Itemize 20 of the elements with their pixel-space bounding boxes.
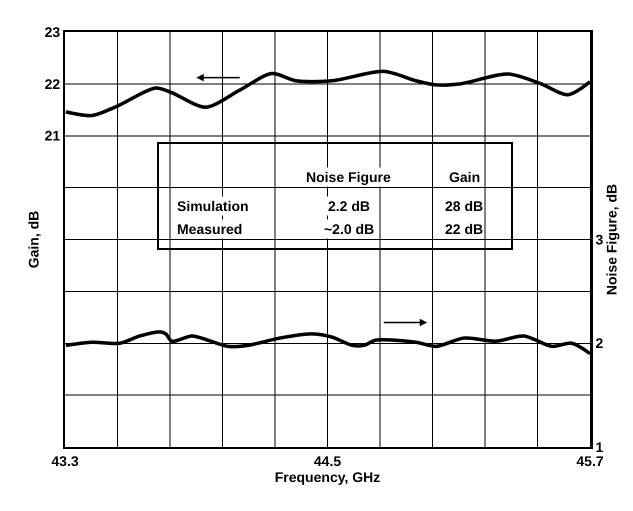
x-tick-label: 43.3 [51,452,79,469]
y-axis-title: Gain, dB [26,210,42,268]
x-axis-title: Frequency, GHz [274,468,380,485]
x-tick-label: 44.5 [314,452,342,469]
annotation: Measured [177,221,242,237]
annotation: ~2.0 dB [324,221,374,237]
y-tick-label: 21 [44,128,60,144]
annotation: 2.2 dB [328,198,370,214]
annotation: 22 dB [445,221,484,237]
y-tick-label: 23 [44,24,60,40]
y2-tick-label: 2 [596,335,604,352]
y-tick-label: 22 [44,76,60,92]
x-tick-label: 45.7 [576,452,604,469]
y2-axis-title: Noise Figure, dB [604,184,620,296]
y2-tick-label: 3 [596,231,604,248]
annotation: Gain [449,169,480,185]
annotation: 28 dB [445,198,484,214]
y2-tick-label: 1 [596,438,604,455]
annotation: Noise Figure [306,169,392,185]
annotation: Simulation [177,198,249,214]
